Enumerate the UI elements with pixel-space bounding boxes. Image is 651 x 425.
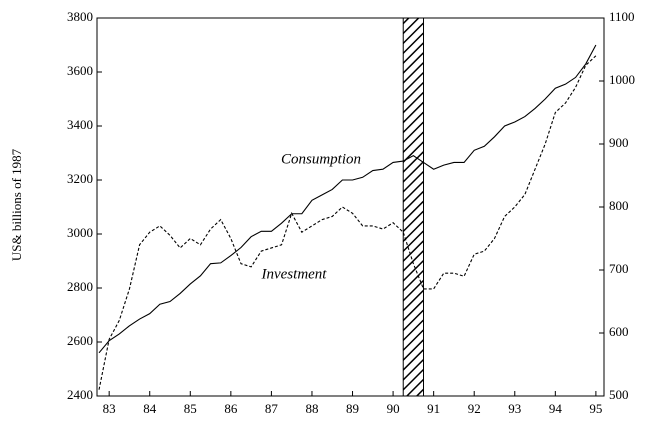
- series-line: [98, 44, 597, 354]
- x-tick-label: 83: [103, 401, 116, 416]
- x-tick-label: 93: [508, 401, 521, 416]
- y-tick-label: 2600: [67, 333, 93, 348]
- y2-tick-label: 700: [609, 261, 629, 276]
- plot-frame: [96, 17, 605, 397]
- shaded-region: [402, 17, 425, 397]
- y-tick-label: 2800: [67, 279, 93, 294]
- x-tick-label: 89: [346, 401, 359, 416]
- x-tick-label: 92: [468, 401, 481, 416]
- y2-tick-label: 600: [609, 324, 629, 339]
- y-axis-label: US& billions of 1987: [9, 148, 24, 261]
- x-tick-label: 91: [427, 401, 440, 416]
- y2-tick-label: 800: [609, 198, 629, 213]
- x-tick-label: 86: [224, 401, 238, 416]
- x-tick-label: 94: [549, 401, 563, 416]
- y-tick-label: 3000: [67, 225, 93, 240]
- y-tick-label: 3400: [67, 117, 93, 132]
- x-tick-label: 88: [305, 401, 318, 416]
- x-tick-label: 95: [589, 401, 602, 416]
- x-tick-label: 90: [387, 401, 400, 416]
- x-tick-label: 85: [184, 401, 197, 416]
- annotation: Consumption: [281, 151, 361, 167]
- y2-tick-label: 500: [609, 387, 629, 402]
- y2-tick-label: 900: [609, 135, 629, 150]
- y-tick-label: 2400: [67, 387, 93, 402]
- y-tick-label: 3600: [67, 63, 93, 78]
- y2-tick-label: 1100: [609, 9, 635, 24]
- x-tick-label: 87: [265, 401, 279, 416]
- annotation: Investment: [261, 266, 328, 282]
- y-tick-label: 3800: [67, 9, 93, 24]
- x-tick-label: 84: [143, 401, 157, 416]
- y2-tick-label: 1000: [609, 72, 635, 87]
- series-line: [98, 55, 597, 390]
- y-tick-label: 3200: [67, 171, 93, 186]
